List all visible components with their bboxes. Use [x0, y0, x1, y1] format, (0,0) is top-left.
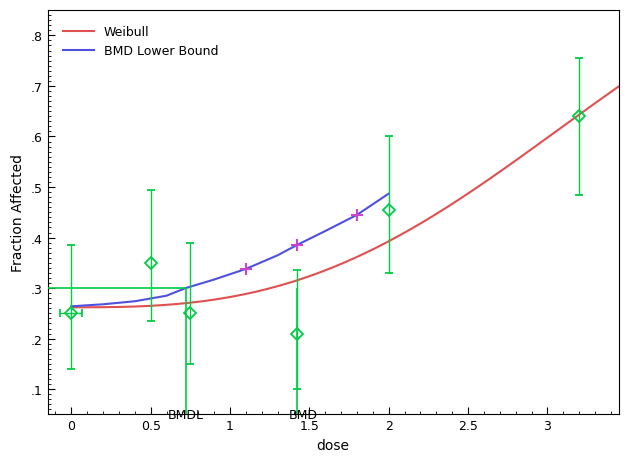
- BMD Lower Bound: [182, 286, 190, 291]
- BMD Lower Bound: [293, 243, 301, 248]
- BMD Lower Bound: [242, 267, 249, 272]
- BMD Lower Bound: [274, 253, 282, 258]
- Weibull: [266, 286, 274, 291]
- Line: BMD Lower Bound: BMD Lower Bound: [71, 194, 389, 307]
- BMD Lower Bound: [321, 229, 329, 234]
- BMD Lower Bound: [163, 293, 170, 299]
- Weibull: [420, 219, 427, 225]
- BMD Lower Bound: [100, 302, 107, 307]
- BMD Lower Bound: [353, 213, 361, 218]
- Weibull: [521, 152, 529, 157]
- Text: BMD: BMD: [289, 408, 318, 421]
- BMD Lower Bound: [131, 299, 139, 304]
- BMD Lower Bound: [67, 304, 75, 309]
- Text: BMDL: BMDL: [168, 408, 203, 421]
- BMD Lower Bound: [385, 191, 392, 197]
- Weibull: [203, 298, 210, 304]
- BMD Lower Bound: [210, 277, 218, 283]
- Legend: Weibull, BMD Lower Bound: Weibull, BMD Lower Bound: [57, 21, 223, 63]
- Weibull: [67, 305, 75, 310]
- Line: Weibull: Weibull: [71, 87, 619, 307]
- Weibull: [615, 84, 622, 90]
- Weibull: [226, 295, 233, 300]
- Weibull: [427, 215, 434, 221]
- X-axis label: dose: dose: [317, 438, 350, 452]
- Y-axis label: Fraction Affected: Fraction Affected: [11, 154, 25, 272]
